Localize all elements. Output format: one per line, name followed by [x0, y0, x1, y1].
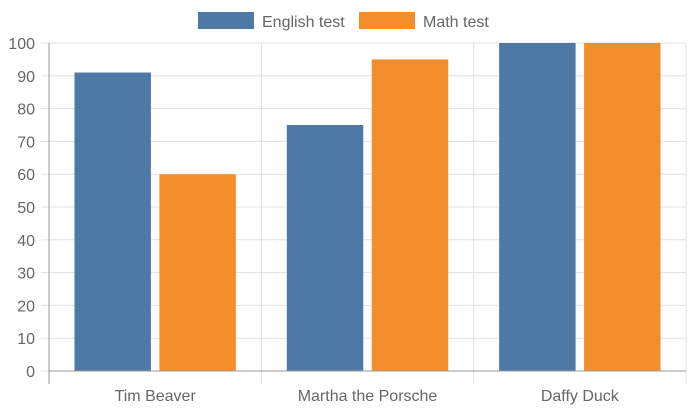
legend-item-english-test[interactable]: English test [198, 12, 345, 31]
y-tick-label-10: 10 [17, 331, 35, 348]
y-axis-tick-labels: 0 10 20 30 40 50 60 70 80 90 100 [8, 36, 35, 381]
x-tick-label-0: Tim Beaver [115, 388, 197, 405]
y-tick-label-70: 70 [17, 134, 35, 151]
legend-label-english-test: English test [262, 14, 345, 31]
bar-tim-beaver-english-test[interactable] [74, 72, 151, 372]
y-tick-label-30: 30 [17, 266, 35, 283]
y-tick-label-40: 40 [17, 233, 35, 250]
bars [74, 43, 661, 372]
bar-tim-beaver-math-test[interactable] [159, 174, 236, 371]
axes [41, 42, 686, 384]
bar-daffy-duck-math-test[interactable] [584, 43, 661, 371]
legend: English test Math test [198, 12, 489, 31]
y-tick-label-20: 20 [17, 298, 35, 315]
x-tick-label-1: Martha the Porsche [298, 388, 438, 405]
bar-martha-the-porsche-math-test[interactable] [371, 59, 449, 372]
y-tick-label-100: 100 [8, 36, 35, 53]
y-tick-label-50: 50 [17, 200, 35, 217]
legend-label-math-test: Math test [423, 14, 489, 31]
y-tick-label-0: 0 [26, 364, 35, 381]
y-tick-label-60: 60 [17, 167, 35, 184]
x-axis-tick-labels: Tim Beaver Martha the Porsche Daffy Duck [115, 388, 620, 405]
bar-daffy-duck-english-test[interactable] [499, 43, 576, 371]
legend-item-math-test[interactable]: Math test [359, 12, 489, 31]
legend-swatch-math-test [359, 12, 415, 29]
bar-martha-the-porsche-english-test[interactable] [286, 125, 364, 371]
y-tick-label-90: 90 [17, 69, 35, 86]
legend-swatch-english-test [198, 12, 254, 29]
y-tick-label-80: 80 [17, 102, 35, 119]
x-tick-label-2: Daffy Duck [541, 388, 620, 405]
